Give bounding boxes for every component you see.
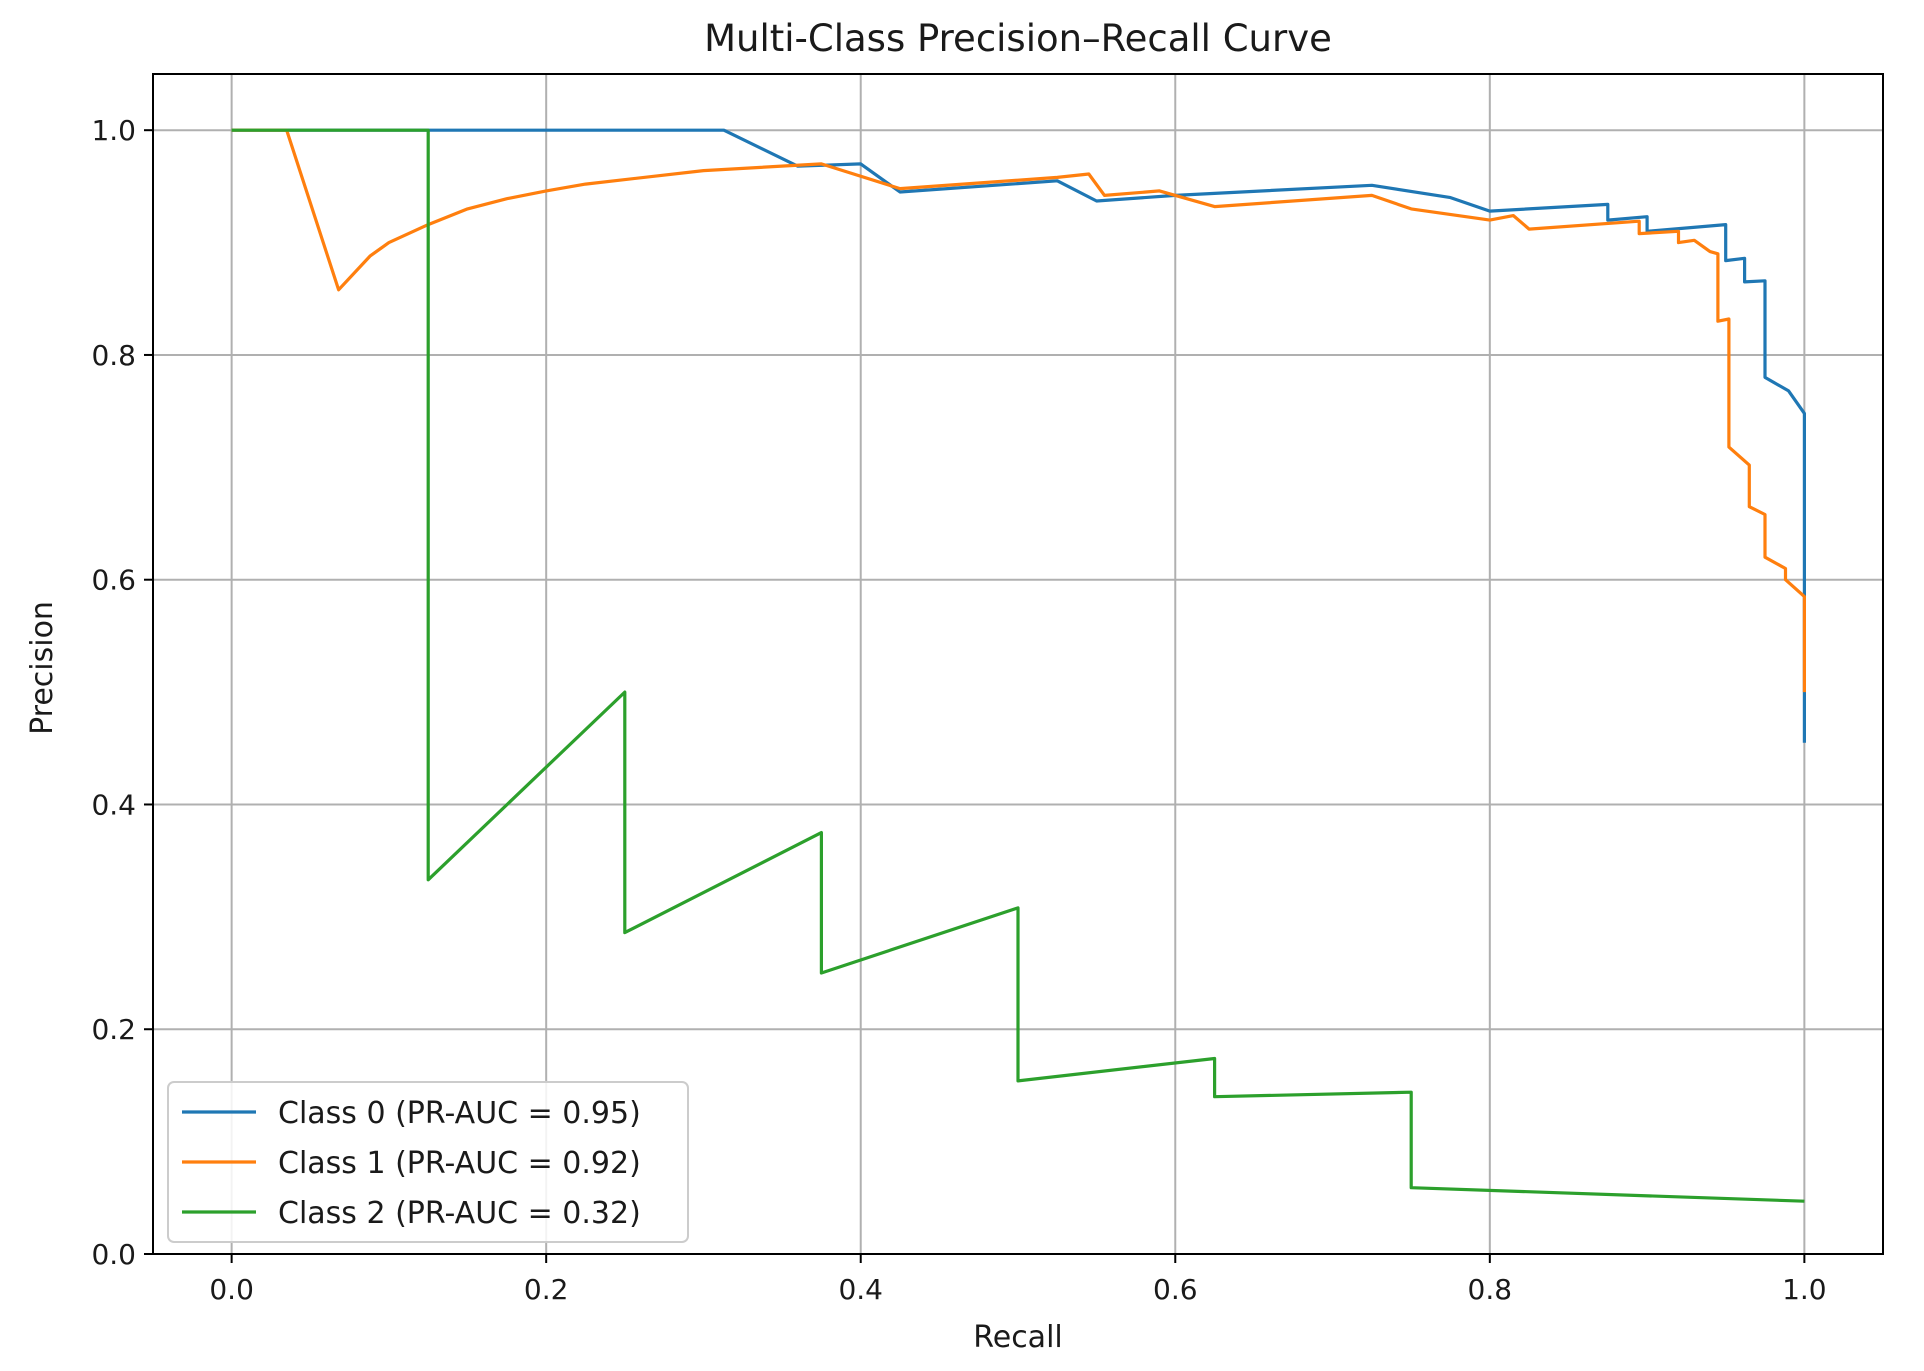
legend-box xyxy=(167,1081,689,1243)
y-tick-label: 0.2 xyxy=(91,1013,136,1046)
y-tick-label: 1.0 xyxy=(91,114,136,147)
series-line-class-2 xyxy=(231,128,1805,1203)
plot-area-frame xyxy=(152,73,1884,1255)
axis-ticks: 0.0 0.2 0.4 0.6 0.8 1.0 0.0 0.2 0.4 0.6 0.8 1.0 xyxy=(91,114,1826,1306)
legend-label-class-1: Class 1 (PR-AUC = 0.92) xyxy=(278,1146,641,1181)
chart-title: Multi-Class Precision–Recall Curve xyxy=(704,17,1332,60)
y-axis-label: Precision xyxy=(25,601,60,735)
legend-label-class-0: Class 0 (PR-AUC = 0.95) xyxy=(278,1096,641,1131)
y-tick-label: 0.6 xyxy=(91,564,136,597)
legend: Class 0 (PR-AUC = 0.95) Class 1 (PR-AUC =… xyxy=(167,1081,689,1243)
legend-label-class-2: Class 2 (PR-AUC = 0.32) xyxy=(278,1196,641,1231)
y-tick-label: 0.4 xyxy=(91,788,136,821)
y-tick-label: 0.0 xyxy=(91,1238,136,1271)
series-line-class-1 xyxy=(231,128,1807,693)
series-lines xyxy=(231,128,1807,1203)
series-line-class-0 xyxy=(231,128,1807,743)
x-tick-label: 1.0 xyxy=(1782,1273,1827,1306)
x-tick-label: 0.2 xyxy=(524,1273,569,1306)
x-tick-label: 0.6 xyxy=(1153,1273,1198,1306)
x-tick-label: 0.0 xyxy=(209,1273,254,1306)
y-tick-label: 0.8 xyxy=(91,339,136,372)
x-tick-label: 0.4 xyxy=(838,1273,883,1306)
x-tick-label: 0.8 xyxy=(1468,1273,1513,1306)
x-axis-label: Recall xyxy=(973,1320,1063,1355)
